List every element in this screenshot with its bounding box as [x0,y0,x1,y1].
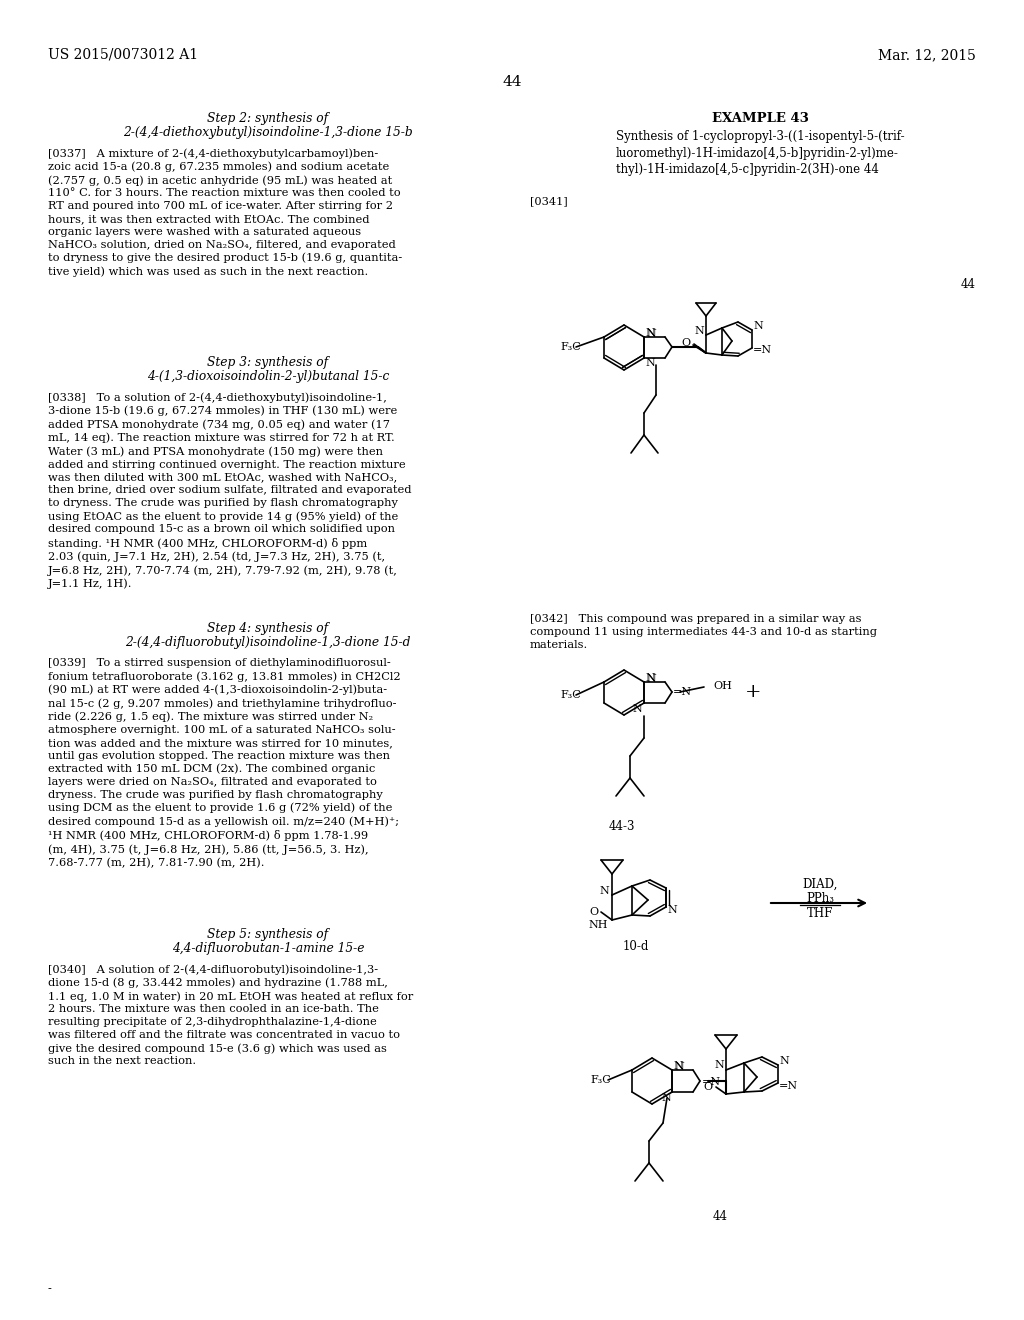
Text: 2-(4,4-difluorobutyl)isoindoline-1,3-dione 15-d: 2-(4,4-difluorobutyl)isoindoline-1,3-dio… [125,636,411,649]
Text: F₃C: F₃C [560,342,581,352]
Text: =N: =N [702,1077,721,1086]
Text: DIAD,: DIAD, [803,878,838,891]
Text: PPh₃: PPh₃ [806,892,834,906]
Text: F₃C: F₃C [590,1074,610,1085]
Text: 4-(1,3-dioxoisoindolin-2-yl)butanal 15-c: 4-(1,3-dioxoisoindolin-2-yl)butanal 15-c [146,370,389,383]
Text: N: N [645,673,654,682]
Text: Mar. 12, 2015: Mar. 12, 2015 [879,48,976,62]
Text: OH: OH [713,681,732,690]
Text: =N: =N [779,1081,798,1092]
Text: N: N [645,327,654,338]
Text: N: N [779,1056,788,1067]
Text: [0342]   This compound was prepared in a similar way as
compound 11 using interm: [0342] This compound was prepared in a s… [530,614,877,649]
Text: 44: 44 [961,279,976,290]
Text: 44: 44 [502,75,522,88]
Text: N: N [753,321,763,331]
Text: =N: =N [753,345,772,355]
Text: Synthesis of 1-cyclopropyl-3-((1-isopentyl-5-(trif-
luoromethyl)-1H-imidazo[4,5-: Synthesis of 1-cyclopropyl-3-((1-isopent… [615,129,904,176]
Text: [0341]: [0341] [530,195,567,206]
Text: N: N [632,704,642,714]
Text: N: N [673,1061,683,1071]
Text: [0337]   A mixture of 2-(4,4-diethoxybutylcarbamoyl)ben-
zoic acid 15-a (20.8 g,: [0337] A mixture of 2-(4,4-diethoxybutyl… [48,148,402,277]
Text: Step 4: synthesis of: Step 4: synthesis of [208,622,329,635]
Text: O: O [589,907,598,917]
Text: THF: THF [807,907,834,920]
Text: N: N [646,329,655,339]
Text: N: N [662,1093,671,1104]
Text: NH: NH [589,920,608,931]
Text: [0339]   To a stirred suspension of diethylaminodifluorosul-
fonium tetrafluorob: [0339] To a stirred suspension of diethy… [48,657,400,867]
Text: N: N [667,906,677,915]
Text: O: O [682,338,691,348]
Text: [0340]   A solution of 2-(4,4-difluorobutyl)isoindoline-1,3-
dione 15-d (8 g, 33: [0340] A solution of 2-(4,4-difluorobuty… [48,964,414,1067]
Text: Step 5: synthesis of: Step 5: synthesis of [208,928,329,941]
Text: 44: 44 [713,1210,727,1224]
Text: =N: =N [673,686,692,697]
Text: 2-(4,4-diethoxybutyl)isoindoline-1,3-dione 15-b: 2-(4,4-diethoxybutyl)isoindoline-1,3-dio… [123,125,413,139]
Text: O: O [703,1082,713,1092]
Text: N: N [599,886,609,896]
Text: N: N [715,1060,724,1071]
Text: US 2015/0073012 A1: US 2015/0073012 A1 [48,48,198,62]
Text: 10-d: 10-d [623,940,649,953]
Text: N: N [674,1063,684,1072]
Text: F₃C: F₃C [560,690,581,700]
Text: N: N [646,675,655,684]
Text: 44-3: 44-3 [608,820,635,833]
Text: 4,4-difluorobutan-1-amine 15-e: 4,4-difluorobutan-1-amine 15-e [172,942,365,954]
Text: N: N [694,326,705,337]
Text: -: - [48,1284,52,1294]
Text: [0338]   To a solution of 2-(4,4-diethoxybutyl)isoindoline-1,
3-dione 15-b (19.6: [0338] To a solution of 2-(4,4-diethoxyb… [48,392,412,589]
Text: Step 2: synthesis of: Step 2: synthesis of [208,112,329,125]
Text: N: N [645,358,654,368]
Text: Step 3: synthesis of: Step 3: synthesis of [208,356,329,370]
Text: +: + [744,682,761,701]
Text: EXAMPLE 43: EXAMPLE 43 [712,112,808,125]
